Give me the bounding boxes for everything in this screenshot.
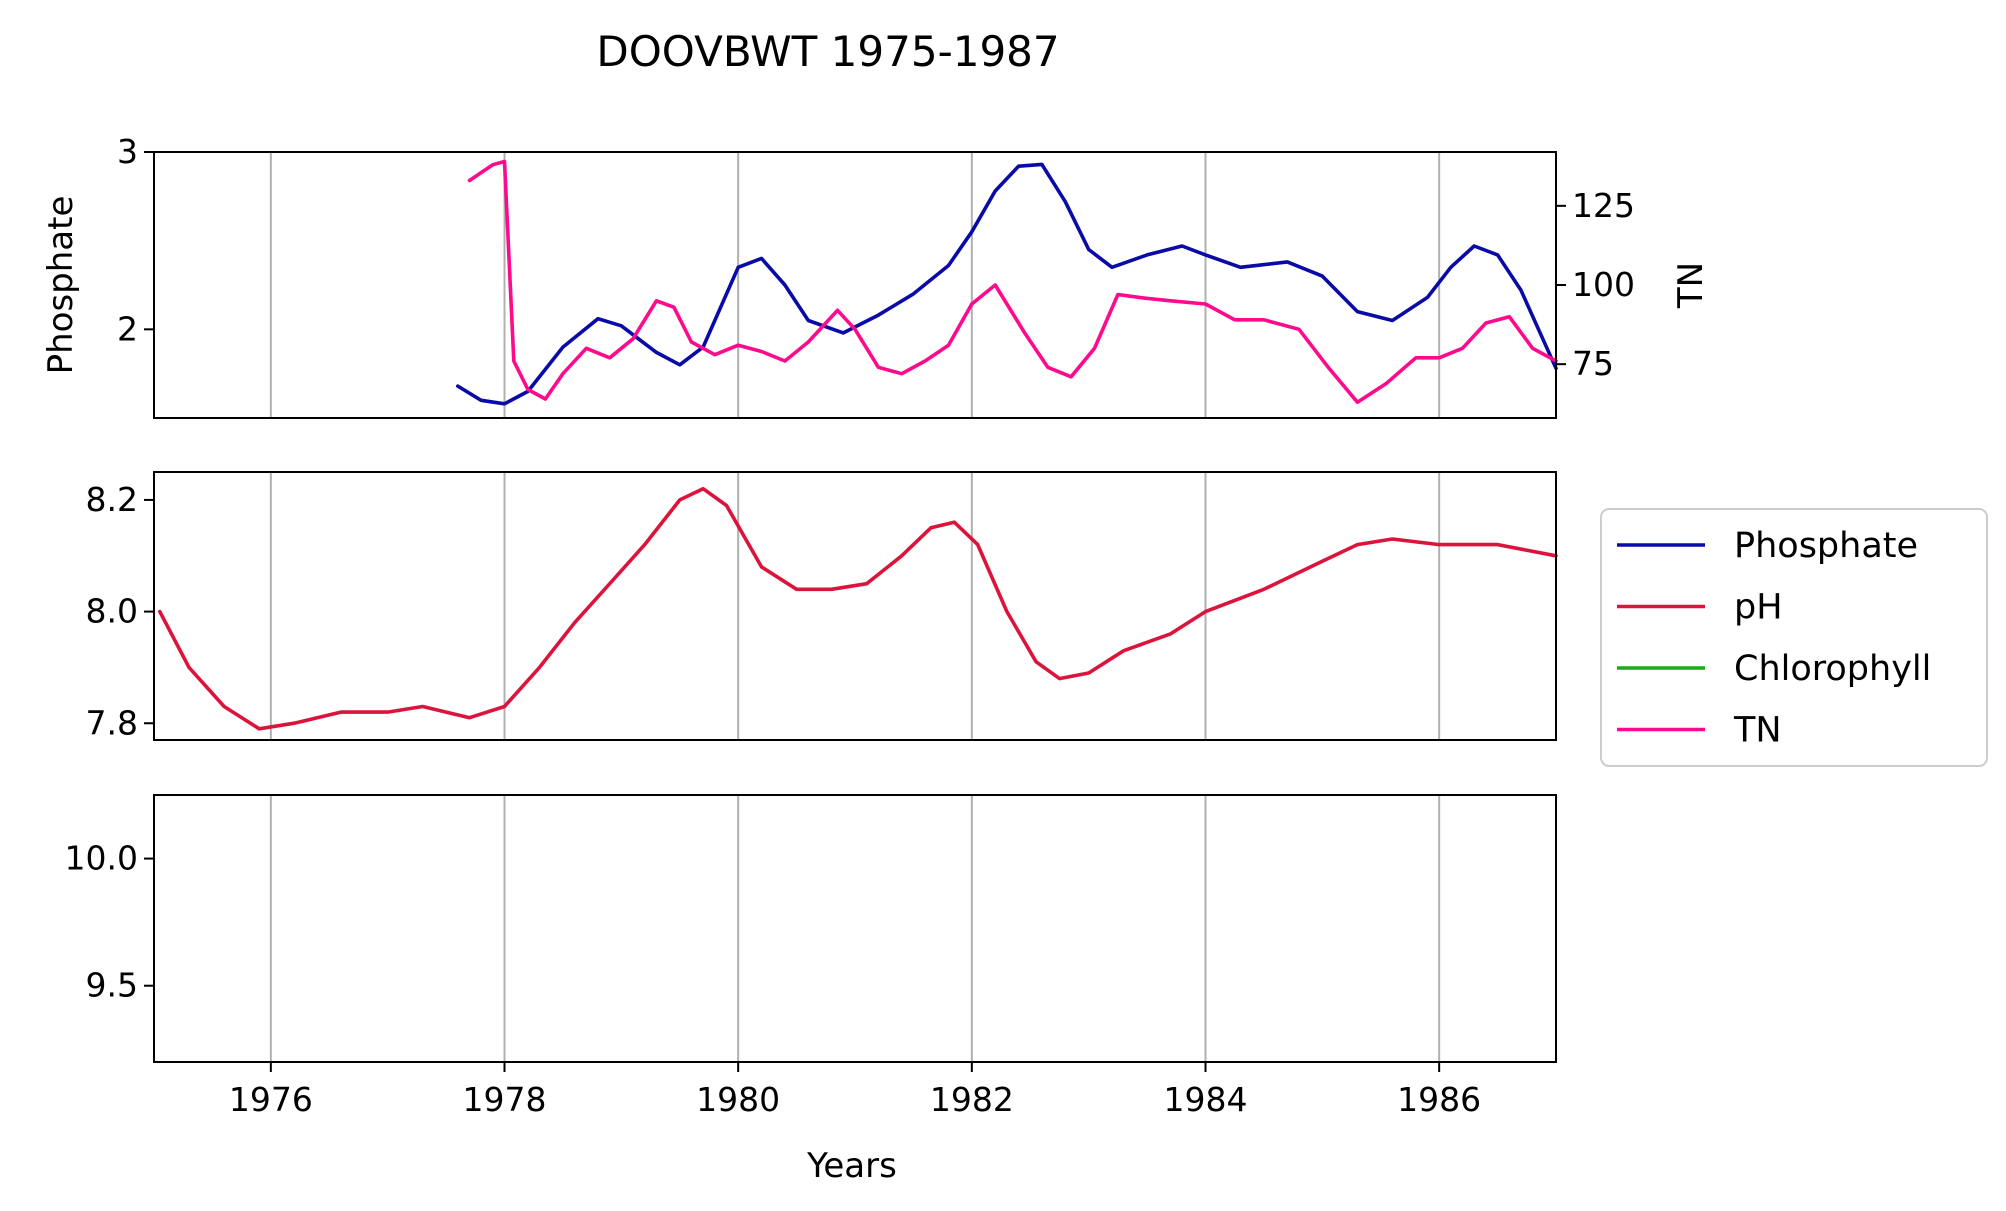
y-axis-title: Phosphate: [41, 196, 81, 375]
panel-2: 7.8 8.0 8.2: [86, 471, 1558, 742]
y2-tick-label: 75: [1572, 344, 1614, 383]
y-tick-label: 7.8: [86, 703, 138, 742]
y-tick-label: 9.5: [86, 966, 138, 1005]
panel-1: 2 3 Phosphate 75 100 125 TN: [41, 132, 1711, 419]
chart-title: DOOVBWT 1975-1987: [596, 27, 1059, 76]
legend-label-ph: pH: [1734, 588, 1783, 628]
y2-tick-label: 100: [1572, 265, 1635, 304]
x-tick-label: 1978: [463, 1080, 547, 1119]
y2-tick-label: 125: [1572, 186, 1635, 225]
y2-axis-title: TN: [1671, 262, 1711, 309]
legend: Phosphate pH Chlorophyll TN: [1600, 508, 1988, 767]
panel-frame: [153, 794, 1557, 1063]
legend-frame: [1600, 508, 1988, 767]
x-tick-label: 1982: [930, 1080, 1014, 1119]
legend-label-tn: TN: [1733, 711, 1782, 751]
y-tick-label: 8.2: [86, 480, 138, 519]
y-tick-label: 8.0: [86, 592, 138, 631]
x-tick-label: 1986: [1397, 1080, 1481, 1119]
y-tick-label: 2: [117, 309, 138, 348]
x-axis-title: Years: [806, 1146, 897, 1186]
x-tick-label: 1984: [1164, 1080, 1248, 1119]
panel-frame: [153, 471, 1557, 741]
y-tick-label: 10.0: [65, 839, 138, 878]
panel-3: 9.5 10.0 1976 1978 1980 1982 1984 1986: [65, 794, 1557, 1119]
y-tick-label: 3: [117, 132, 138, 171]
x-tick-label: 1976: [229, 1080, 313, 1119]
series-line-phosphate: [455, 162, 1558, 406]
series-line-tn: [467, 159, 1558, 405]
series-line-ph: [158, 486, 1558, 731]
x-tick-label: 1980: [696, 1080, 780, 1119]
legend-label-chlorophyll: Chlorophyll: [1734, 649, 1931, 689]
legend-label-phosphate: Phosphate: [1734, 526, 1918, 566]
